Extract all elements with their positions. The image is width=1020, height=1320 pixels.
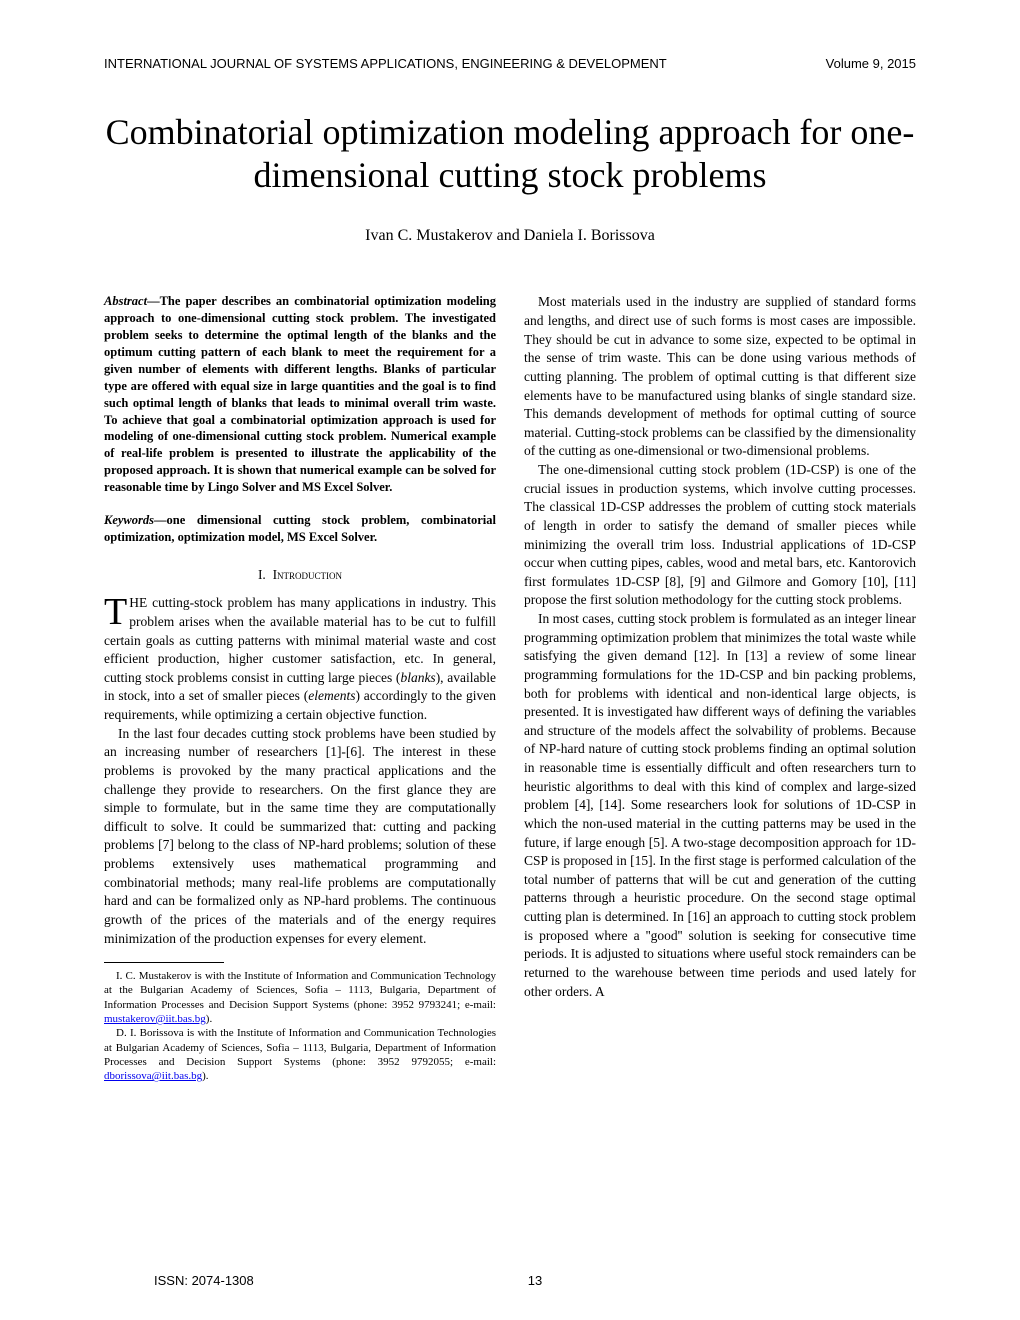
page-footer: ISSN: 2074-1308 13 [154,1273,916,1288]
paper-title: Combinatorial optimization modeling appr… [104,111,916,197]
footnote-1-text: I. C. Mustakerov is with the Institute o… [104,970,496,1011]
footnote-2-email-link[interactable]: dborissova@iit.bas.bg [104,1070,202,1082]
running-header: INTERNATIONAL JOURNAL OF SYSTEMS APPLICA… [104,56,916,71]
right-column: Most materials used in the industry are … [524,293,916,1083]
footnote-author-1: I. C. Mustakerov is with the Institute o… [104,969,496,1026]
footnote-2-text: D. I. Borissova is with the Institute of… [104,1027,496,1068]
two-column-body: Abstract—The paper describes an combinat… [104,293,916,1083]
right-para-3: In most cases, cutting stock problem is … [524,610,916,1001]
footnote-author-2: D. I. Borissova is with the Institute of… [104,1026,496,1083]
intro-para-2: In the last four decades cutting stock p… [104,725,496,949]
keywords-text: —one dimensional cutting stock problem, … [104,513,496,544]
issn-label: ISSN: 2074-1308 [154,1273,254,1288]
section-title: Introduction [273,567,343,582]
footnote-1-close: ). [206,1013,212,1025]
section-number: I. [258,567,266,582]
page-number: 13 [528,1273,542,1288]
keywords-block: Keywords—one dimensional cutting stock p… [104,512,496,546]
volume-info: Volume 9, 2015 [826,56,916,71]
left-column: Abstract—The paper describes an combinat… [104,293,496,1083]
author-line: Ivan C. Mustakerov and Daniela I. Boriss… [104,227,916,245]
intro-para-1: THE cutting-stock problem has many appli… [104,594,496,724]
right-para-2: The one-dimensional cutting stock proble… [524,461,916,610]
section-heading-intro: I. Introduction [104,566,496,585]
keywords-label: Keywords [104,513,154,527]
abstract-text: —The paper describes an combinatorial op… [104,294,496,494]
right-para-1: Most materials used in the industry are … [524,293,916,461]
dropcap-letter: T [104,594,129,628]
journal-name: INTERNATIONAL JOURNAL OF SYSTEMS APPLICA… [104,56,667,71]
abstract-label: Abstract [104,294,147,308]
footnote-2-close: ). [202,1070,208,1082]
term-blanks: blanks [400,670,435,685]
footnote-1-email-link[interactable]: mustakerov@iit.bas.bg [104,1013,206,1025]
footnote-separator [104,962,224,963]
term-elements: elements [308,688,355,703]
abstract-block: Abstract—The paper describes an combinat… [104,293,496,496]
